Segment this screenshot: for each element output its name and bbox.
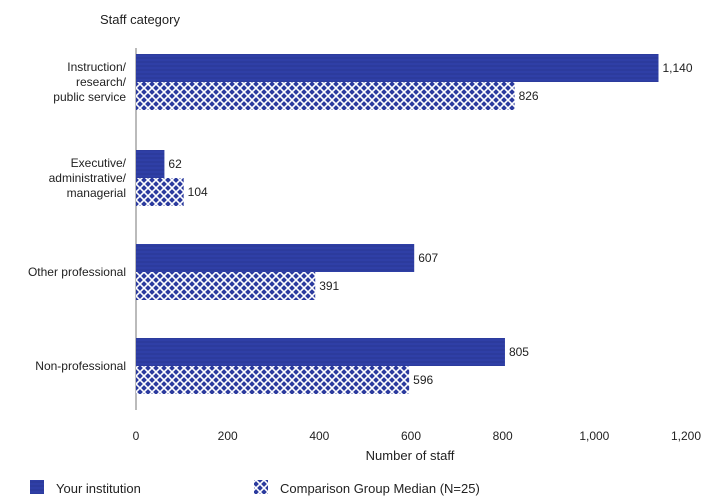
data-label-your-institution-3: 805 — [509, 345, 529, 359]
x-axis-title: Number of staff — [366, 448, 455, 463]
category-label-1-line-0: Executive/ — [71, 156, 127, 170]
bar-your-institution-2 — [136, 244, 414, 272]
bar-your-institution-1 — [136, 150, 164, 178]
data-label-your-institution-2: 607 — [418, 251, 438, 265]
x-tick-labels-group: 0 200 400 600 800 1,000 1,200 — [133, 429, 702, 443]
x-tick-label-2: 400 — [309, 429, 329, 443]
legend: Your institution Comparison Group Median… — [30, 480, 480, 496]
data-label-your-institution-1: 62 — [168, 157, 182, 171]
bar-comparison-median-1 — [136, 178, 184, 206]
category-label-0-line-2: public service — [53, 90, 126, 104]
bar-comparison-median-0 — [136, 82, 515, 110]
category-label-0-line-0: Instruction/ — [67, 60, 126, 74]
legend-label-your-institution: Your institution — [56, 481, 141, 496]
bar-comparison-median-3 — [136, 366, 409, 394]
category-label-3-line-0: Non-professional — [35, 359, 126, 373]
data-label-comparison-median-0: 826 — [519, 89, 539, 103]
legend-swatch-comparison-median — [254, 480, 268, 494]
x-tick-label-4: 800 — [493, 429, 513, 443]
x-tick-label-6: 1,200 — [671, 429, 701, 443]
category-label-2-line-0: Other professional — [28, 265, 126, 279]
data-label-comparison-median-1: 104 — [188, 185, 208, 199]
bars-group — [136, 54, 659, 394]
category-label-1-line-2: managerial — [67, 186, 126, 200]
x-tick-label-3: 600 — [401, 429, 421, 443]
data-label-your-institution-0: 1,140 — [663, 61, 693, 75]
category-label-1-line-1: administrative/ — [49, 171, 127, 185]
bar-comparison-median-2 — [136, 272, 315, 300]
data-label-comparison-median-3: 596 — [413, 373, 433, 387]
legend-swatch-your-institution — [30, 480, 44, 494]
data-label-comparison-median-2: 391 — [319, 279, 339, 293]
category-label-0-line-1: research/ — [76, 75, 127, 89]
legend-label-comparison-median: Comparison Group Median (N=25) — [280, 481, 480, 496]
x-tick-label-0: 0 — [133, 429, 140, 443]
x-tick-label-1: 200 — [218, 429, 238, 443]
bar-your-institution-0 — [136, 54, 659, 82]
bar-your-institution-3 — [136, 338, 505, 366]
category-labels-group: Instruction/research/public service Execu… — [28, 60, 127, 373]
x-tick-label-5: 1,000 — [579, 429, 609, 443]
y-axis-title: Staff category — [100, 12, 180, 27]
